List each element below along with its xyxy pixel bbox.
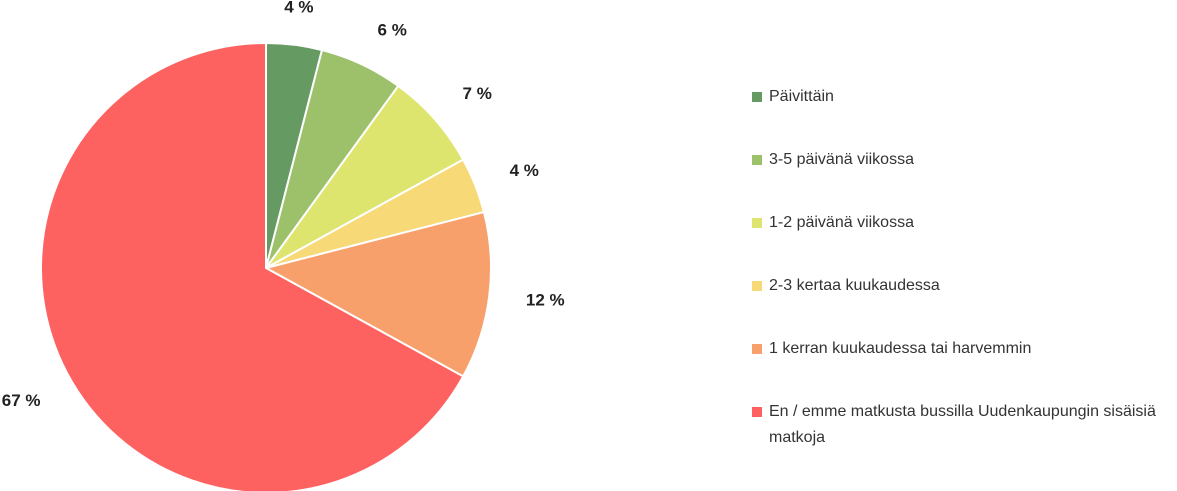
legend-label: 2-3 kertaa kuukaudessa (769, 277, 940, 294)
legend-swatch (752, 281, 762, 291)
legend-label: 1 kerran kuukaudessa tai harvemmin (769, 340, 1032, 357)
legend-item: En / emme matkusta bussilla Uudenkaupung… (752, 399, 1172, 462)
data-label: 6 % (378, 20, 407, 39)
legend-item: 1 kerran kuukaudessa tai harvemmin (752, 336, 1172, 399)
data-label: 67 % (2, 391, 41, 410)
data-label: 4 % (510, 161, 539, 180)
legend-label: Päivittäin (769, 88, 834, 105)
legend-item: 2-3 kertaa kuukaudessa (752, 273, 1172, 336)
data-label: 4 % (284, 0, 313, 17)
data-label: 12 % (526, 290, 565, 309)
legend-swatch (752, 92, 762, 102)
legend-item: Päivittäin (752, 84, 1172, 147)
legend-swatch (752, 344, 762, 354)
legend-item: 3-5 päivänä viikossa (752, 147, 1172, 210)
pie-slice (263, 210, 492, 378)
legend-swatch (752, 155, 762, 165)
pie-slice (40, 41, 465, 491)
data-label: 7 % (463, 84, 492, 103)
legend-swatch (752, 218, 762, 228)
legend: Päivittäin 3-5 päivänä viikossa 1-2 päivän… (752, 84, 1172, 462)
legend-label: 3-5 päivänä viikossa (769, 151, 914, 168)
legend-swatch (752, 407, 762, 417)
legend-item: 1-2 päivänä viikossa (752, 210, 1172, 273)
legend-label: En / emme matkusta bussilla Uudenkaupung… (769, 403, 1156, 446)
legend-label: 1-2 päivänä viikossa (769, 214, 914, 231)
